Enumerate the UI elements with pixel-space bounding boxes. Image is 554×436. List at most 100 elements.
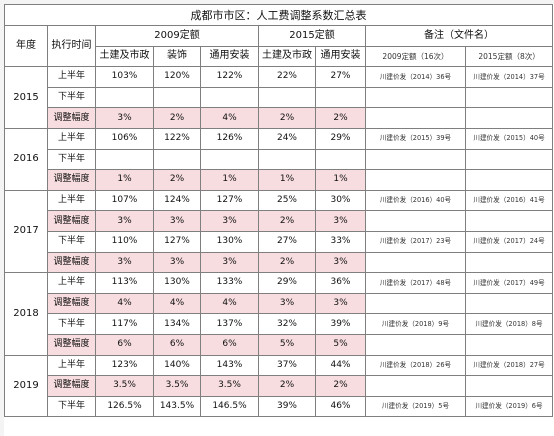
period-cell[interactable]: 下半年 — [47, 313, 96, 335]
value-2015-install[interactable]: 36% — [315, 272, 366, 294]
value-2009-decor[interactable]: 124% — [153, 189, 201, 212]
value-2015-civil[interactable]: 27% — [258, 230, 316, 253]
value-2015-install[interactable]: 39% — [315, 313, 366, 335]
value-2015-civil[interactable]: 25% — [258, 189, 316, 212]
remark-2009-cell[interactable]: 川建价发（2018）26号 — [365, 354, 466, 377]
year-cell[interactable]: 2019 — [4, 354, 48, 418]
period-cell[interactable]: 下半年 — [47, 395, 96, 418]
header-2015[interactable]: 2015定额 — [258, 25, 366, 47]
value-2009-civil[interactable]: 3% — [95, 251, 154, 274]
value-2009-install[interactable]: 6% — [200, 333, 259, 356]
remark-2009-cell[interactable] — [365, 169, 466, 191]
remark-2009-cell[interactable] — [365, 210, 466, 232]
remark-2015-cell[interactable]: 川建价发（2016）41号 — [464, 189, 554, 212]
value-2009-civil[interactable]: 113% — [95, 272, 154, 294]
value-2009-install[interactable]: 137% — [200, 313, 259, 335]
remark-2009-cell[interactable]: 川建价发（2014）36号 — [365, 66, 466, 88]
value-2009-decor[interactable]: 120% — [153, 66, 201, 88]
value-2009-decor[interactable]: 3.5% — [153, 375, 201, 397]
period-cell[interactable]: 上半年 — [47, 127, 96, 150]
value-2015-civil[interactable] — [258, 86, 316, 109]
value-2015-civil[interactable]: 22% — [258, 66, 316, 88]
value-2009-install[interactable]: 146.5% — [200, 395, 259, 418]
value-2015-civil[interactable]: 5% — [258, 333, 316, 356]
remark-2009-cell[interactable] — [365, 251, 466, 274]
value-2015-civil[interactable] — [258, 148, 316, 171]
value-2015-civil[interactable]: 2% — [258, 210, 316, 232]
remark-2015-cell[interactable] — [464, 169, 554, 191]
period-cell[interactable]: 调整幅度 — [47, 375, 96, 397]
value-2009-install[interactable]: 3.5% — [200, 375, 259, 397]
value-2009-civil[interactable] — [95, 148, 154, 171]
remark-2015-cell[interactable] — [464, 148, 554, 171]
value-2009-decor[interactable]: 130% — [153, 272, 201, 294]
value-2009-civil[interactable]: 106% — [95, 127, 154, 150]
value-2015-install[interactable]: 33% — [315, 230, 366, 253]
remark-2009-cell[interactable] — [365, 86, 466, 109]
remark-2015-cell[interactable] — [464, 333, 554, 356]
value-2015-install[interactable]: 27% — [315, 66, 366, 88]
value-2015-civil[interactable]: 2% — [258, 375, 316, 397]
value-2015-install[interactable]: 2% — [315, 107, 366, 129]
value-2015-civil[interactable]: 39% — [258, 395, 316, 418]
value-2009-civil[interactable]: 107% — [95, 189, 154, 212]
remark-2009-cell[interactable] — [365, 333, 466, 356]
value-2015-install[interactable] — [315, 148, 366, 171]
value-2015-install[interactable]: 3% — [315, 251, 366, 274]
value-2009-install[interactable]: 4% — [200, 292, 259, 315]
value-2015-install[interactable]: 30% — [315, 189, 366, 212]
value-2009-install[interactable]: 127% — [200, 189, 259, 212]
remark-2009-cell[interactable]: 川建价发（2017）48号 — [365, 272, 466, 294]
value-2015-civil[interactable]: 2% — [258, 107, 316, 129]
value-2009-civil[interactable]: 110% — [95, 230, 154, 253]
value-2009-decor[interactable]: 3% — [153, 251, 201, 274]
remark-2009-cell[interactable] — [365, 107, 466, 129]
remark-2015-cell[interactable]: 川建价发（2017）24号 — [464, 230, 554, 253]
remark-2009-cell[interactable] — [365, 148, 466, 171]
remark-2009-cell[interactable]: 川建价发（2015）39号 — [365, 127, 466, 150]
remark-2015-cell[interactable]: 川建价发（2014）37号 — [464, 66, 554, 88]
value-2015-civil[interactable]: 32% — [258, 313, 316, 335]
value-2009-civil[interactable]: 3% — [95, 210, 154, 232]
period-cell[interactable]: 调整幅度 — [47, 292, 96, 315]
period-cell[interactable]: 下半年 — [47, 148, 96, 171]
year-cell[interactable]: 2016 — [4, 127, 48, 191]
value-2009-install[interactable]: 133% — [200, 272, 259, 294]
remark-2015-cell[interactable] — [464, 210, 554, 232]
value-2009-decor[interactable]: 4% — [153, 292, 201, 315]
header-period[interactable]: 执行时间 — [47, 24, 96, 68]
value-2009-install[interactable] — [200, 86, 259, 109]
remark-2009-cell[interactable]: 川建价发（2018）9号 — [365, 313, 466, 335]
remark-2015-cell[interactable]: 川建价发（2018）27号 — [464, 354, 554, 377]
value-2009-decor[interactable] — [153, 86, 201, 109]
header-2009-install[interactable]: 通用安装 — [200, 45, 259, 68]
table-title[interactable]: 成都市市区：人工费调整系数汇总表 — [3, 4, 554, 26]
period-cell[interactable]: 调整幅度 — [47, 169, 96, 191]
remark-2009-cell[interactable]: 川建价发（2017）23号 — [365, 230, 466, 253]
value-2009-civil[interactable]: 4% — [95, 292, 154, 315]
value-2009-install[interactable]: 3% — [200, 251, 259, 274]
value-2015-install[interactable] — [315, 86, 366, 109]
value-2015-install[interactable]: 3% — [315, 292, 366, 315]
header-remarks[interactable]: 备注（文件名） — [364, 25, 554, 47]
value-2009-decor[interactable]: 127% — [153, 230, 201, 253]
value-2009-decor[interactable]: 140% — [153, 354, 201, 377]
year-cell[interactable]: 2017 — [4, 189, 48, 274]
year-cell[interactable]: 2015 — [4, 66, 48, 129]
value-2009-install[interactable] — [200, 148, 259, 171]
value-2009-civil[interactable]: 3% — [95, 107, 154, 129]
period-cell[interactable]: 调整幅度 — [47, 251, 96, 274]
remark-2015-cell[interactable] — [464, 251, 554, 274]
header-remark-2009[interactable]: 2009定额（16次） — [365, 45, 466, 68]
value-2015-civil[interactable]: 29% — [258, 272, 316, 294]
value-2009-install[interactable]: 126% — [200, 127, 259, 150]
header-2015-civil[interactable]: 土建及市政 — [258, 45, 316, 68]
value-2009-install[interactable]: 4% — [200, 107, 259, 129]
remark-2015-cell[interactable] — [464, 107, 554, 129]
remark-2015-cell[interactable]: 川建价发（2018）8号 — [464, 313, 554, 335]
value-2015-install[interactable]: 5% — [315, 333, 366, 356]
period-cell[interactable]: 下半年 — [47, 86, 96, 109]
remark-2015-cell[interactable]: 川建价发（2017）49号 — [464, 272, 554, 294]
period-cell[interactable]: 调整幅度 — [47, 210, 96, 232]
value-2015-install[interactable]: 3% — [315, 210, 366, 232]
